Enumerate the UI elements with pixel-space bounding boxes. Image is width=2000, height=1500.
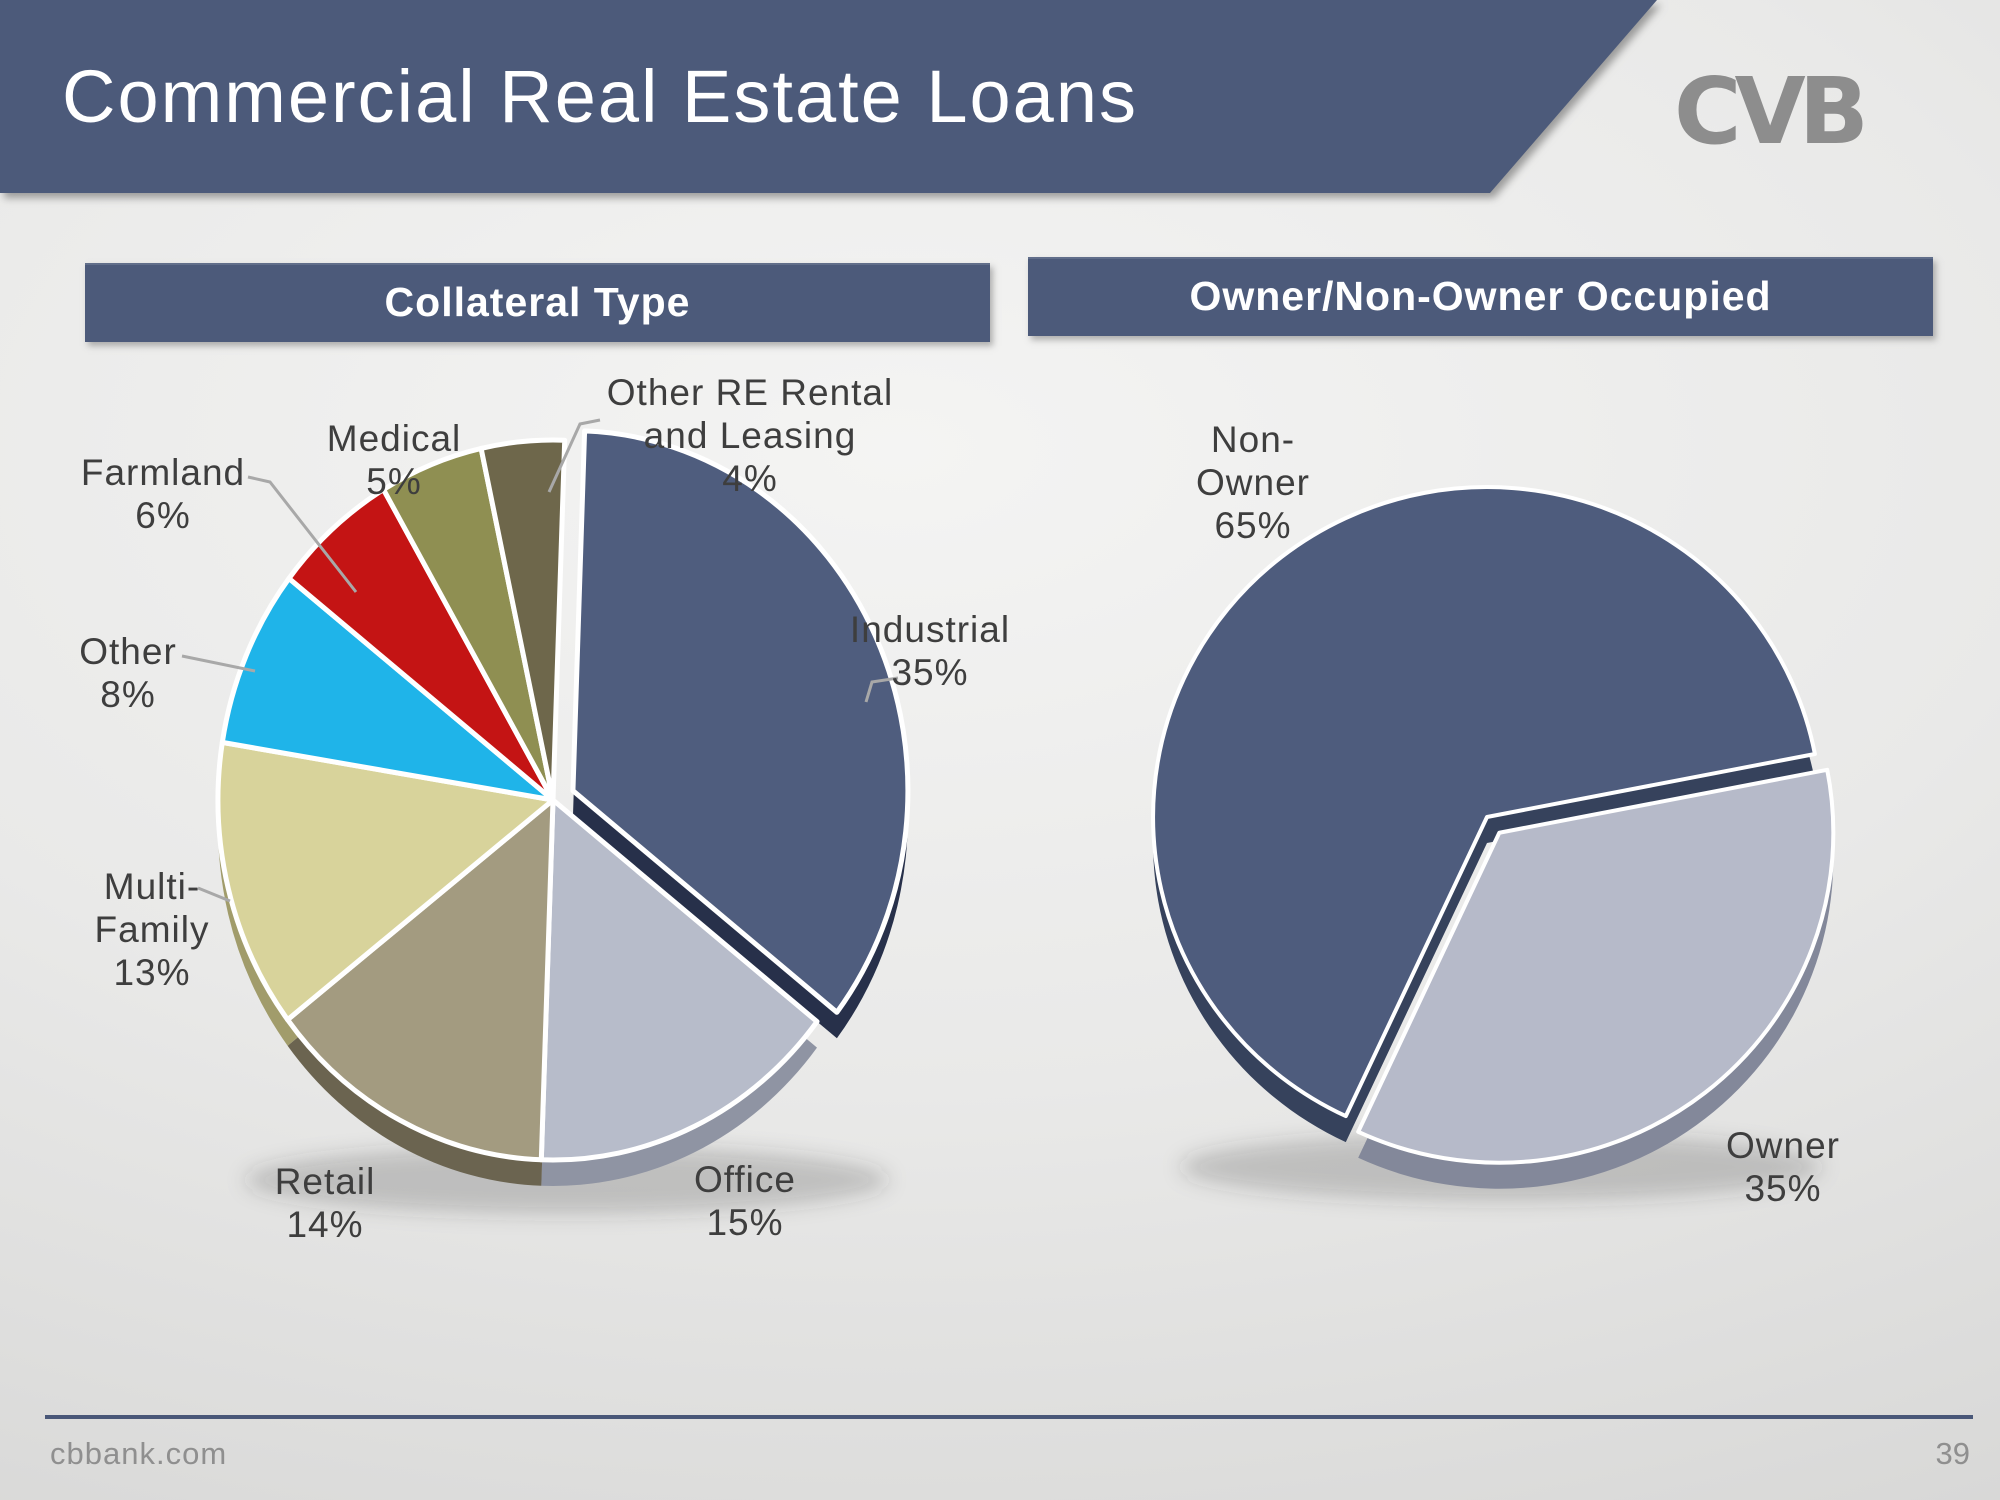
pie-label-other-8: Other 8% [79, 630, 177, 716]
pie-label-other-re-rental-and-leasing-4: Other RE Rental and Leasing 4% [607, 371, 893, 500]
page-title: Commercial Real Estate Loans [62, 55, 1138, 138]
pie-label-line: 15% [706, 1202, 784, 1243]
pie-slice-non-owner [1151, 485, 1817, 1119]
pie-label-line: 65% [1214, 505, 1292, 546]
pie-chart-occupancy [1151, 485, 1836, 1201]
pie-label-line: Owner [1196, 462, 1310, 503]
pie-label-retail-14: Retail 14% [275, 1160, 376, 1246]
pie-slice-other-re-rental-and-leasing [478, 437, 568, 803]
cvb-logo: CVB [1674, 58, 1869, 165]
pie-label-line: Medical [326, 418, 462, 459]
pie-label-line: Other [79, 631, 177, 672]
leader-line-other [181, 654, 256, 673]
pie-label-line: Office [694, 1159, 796, 1200]
leader-line-industrial [864, 676, 899, 703]
pie-slice-owner [1356, 767, 1836, 1165]
pie-slice-industrial [570, 428, 911, 1015]
pie-label-non-owner-65: Non- Owner 65% [1196, 418, 1310, 547]
pie-label-line: Industrial [849, 609, 1011, 650]
pie-chart-collateral [215, 428, 911, 1214]
pie-label-line: 14% [286, 1204, 364, 1245]
pie-slice-other [219, 575, 556, 803]
pie-slice-office [538, 797, 820, 1163]
pie-label-line: Owner [1726, 1125, 1840, 1166]
pie-label-line: 8% [100, 674, 156, 715]
leader-line-other-re-rental [547, 418, 601, 493]
pie-label-medical-5: Medical 5% [327, 417, 462, 503]
pie-label-farmland-6: Farmland 6% [81, 451, 245, 537]
pie-label-owner-35: Owner 35% [1726, 1124, 1840, 1210]
right-chart-header: Owner/Non-Owner Occupied [1028, 257, 1933, 336]
pie-label-industrial-35: Industrial 35% [850, 608, 1010, 694]
pie-label-line: 35% [1744, 1168, 1822, 1209]
pie-label-line: 4% [722, 458, 778, 499]
pie-label-line: Retail [274, 1161, 376, 1202]
pie-label-line: 6% [135, 495, 191, 536]
pie-label-line: and Leasing [643, 415, 857, 456]
pie-label-line: Farmland [80, 452, 246, 493]
footer-divider [45, 1415, 1973, 1419]
left-chart-header-label: Collateral Type [384, 279, 691, 325]
footer-website: cbbank.com [50, 1436, 228, 1471]
leader-line-multi [197, 886, 231, 903]
pie-label-line: 5% [366, 461, 422, 502]
pie-label-line: Other RE Rental [606, 372, 894, 413]
pie-label-line: 13% [113, 952, 191, 993]
pie-label-line: Multi- [103, 866, 201, 907]
leader-line-farmland [247, 475, 358, 593]
title-band-shape: Commercial Real Estate Loans [0, 0, 1657, 193]
pie-slice-retail [285, 797, 556, 1163]
pie-label-line: Family [94, 909, 210, 950]
right-chart-header-label: Owner/Non-Owner Occupied [1189, 273, 1772, 319]
pie-label-line: 35% [891, 652, 969, 693]
pie-label-line: Non- [1210, 419, 1296, 460]
title-band: Commercial Real Estate Loans [0, 0, 2000, 200]
pie-label-multi-family-13: Multi- Family 13% [95, 865, 210, 994]
pie-slice-multi-family [215, 739, 556, 1023]
left-chart-header: Collateral Type [85, 263, 990, 342]
pie-label-office-15: Office 15% [694, 1158, 796, 1244]
page-number: 39 [1935, 1436, 1970, 1471]
